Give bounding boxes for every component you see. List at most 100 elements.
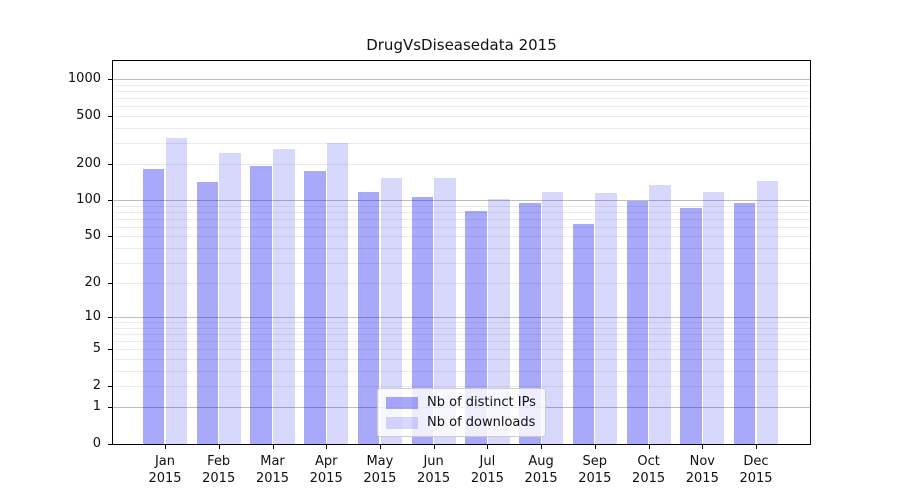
- bar-distinct-ips: [572, 223, 595, 444]
- bar-downloads: [219, 153, 241, 444]
- gridline-minor: [113, 349, 810, 351]
- bar-distinct-ips: [357, 191, 380, 444]
- x-axis-tick-label: Jun 2015: [417, 454, 451, 486]
- x-axis-tick-label: Apr 2015: [309, 454, 343, 486]
- gridline-minor: [113, 236, 810, 238]
- y-axis-tick-mark: [108, 200, 112, 202]
- gridline-major: [113, 79, 810, 81]
- x-axis-tick-mark: [379, 445, 381, 449]
- x-axis-tick-mark: [594, 445, 596, 449]
- x-axis-tick-label: Feb 2015: [202, 454, 236, 486]
- y-axis-tick-label: 20: [84, 275, 101, 291]
- y-axis-tick-label: 500: [76, 107, 101, 123]
- gridline-minor: [113, 386, 810, 387]
- bar-distinct-ips: [411, 196, 433, 444]
- gridline-minor: [113, 142, 810, 144]
- bar-downloads: [273, 149, 295, 444]
- x-axis-tick-mark: [648, 445, 650, 449]
- x-axis-tick-mark: [756, 445, 757, 449]
- gridline-minor: [113, 248, 810, 249]
- bar-distinct-ips: [519, 203, 541, 444]
- x-axis-tick-label: May 2015: [363, 454, 397, 486]
- bar-distinct-ips: [465, 210, 487, 444]
- gridline-minor: [113, 219, 810, 220]
- gridline-minor: [113, 283, 810, 285]
- gridline-minor: [113, 262, 810, 264]
- y-axis-tick-mark: [108, 444, 112, 445]
- gridline-minor: [113, 127, 810, 129]
- gridline-minor: [113, 334, 810, 336]
- chart-title: DrugVsDiseasedata 2015: [366, 36, 557, 54]
- y-axis-tick-label: 100: [76, 192, 101, 208]
- x-axis-tick-label: Mar 2015: [255, 454, 290, 486]
- gridline-minor: [113, 84, 810, 86]
- y-axis-tick-label: 1000: [67, 71, 101, 87]
- y-axis-tick-mark: [108, 349, 112, 351]
- y-axis-tick-mark: [108, 386, 112, 387]
- bar-downloads: [541, 191, 564, 444]
- gridline-minor: [113, 205, 810, 207]
- x-axis-tick-mark: [218, 445, 220, 449]
- y-axis-tick-label: 1: [92, 399, 101, 415]
- y-axis-tick-mark: [108, 283, 112, 285]
- gridline-minor: [113, 106, 810, 108]
- gridline-minor: [113, 227, 810, 228]
- bar-downloads: [380, 177, 402, 444]
- y-axis-tick-mark: [108, 236, 112, 238]
- gridline-minor: [113, 115, 810, 117]
- gridline-minor: [113, 98, 810, 100]
- bar-downloads: [756, 180, 779, 444]
- legend-swatch: [386, 396, 418, 409]
- y-axis-tick-mark: [108, 79, 112, 81]
- gridline-minor: [113, 328, 810, 329]
- bar-distinct-ips: [733, 203, 756, 444]
- gridline-minor: [113, 370, 810, 372]
- legend-swatch: [386, 416, 418, 429]
- bar-distinct-ips: [142, 169, 165, 444]
- bar-distinct-ips: [196, 181, 219, 444]
- y-axis-tick-mark: [108, 407, 112, 409]
- x-axis-tick-mark: [165, 445, 166, 449]
- x-axis-tick-mark: [272, 445, 274, 449]
- bar-downloads: [488, 199, 510, 444]
- x-axis-tick-mark: [702, 445, 704, 449]
- bar-distinct-ips: [680, 208, 702, 444]
- x-axis-tick-label: Jul 2015: [470, 454, 504, 486]
- x-axis-tick-mark: [487, 445, 489, 449]
- gridline-major: [113, 200, 810, 202]
- bar-downloads: [649, 185, 671, 444]
- x-axis-tick-label: Jan 2015: [148, 454, 182, 486]
- gridline-minor: [113, 341, 810, 343]
- y-axis-tick-mark: [108, 317, 112, 319]
- gridline-minor: [113, 164, 810, 165]
- gridline-minor: [113, 91, 810, 92]
- x-axis-tick-mark: [541, 445, 543, 449]
- x-axis-tick-label: Aug 2015: [524, 454, 558, 486]
- bar-downloads: [165, 138, 188, 444]
- bar-downloads: [326, 142, 349, 444]
- x-axis-tick-label: Nov 2015: [685, 454, 719, 486]
- bar-downloads: [434, 178, 456, 444]
- legend-item: Nb of downloads: [386, 415, 536, 430]
- x-axis-tick-mark: [433, 445, 435, 449]
- y-axis-tick-mark: [108, 115, 112, 117]
- gridline-minor: [113, 359, 810, 360]
- bar-distinct-ips: [304, 171, 326, 444]
- gridline-major: [113, 317, 810, 319]
- y-axis-tick-label: 0: [92, 436, 101, 451]
- y-axis-tick-label: 10: [84, 309, 101, 325]
- y-axis-tick-label: 2: [92, 378, 101, 393]
- x-axis-tick-label: Dec 2015: [739, 454, 773, 486]
- x-axis-tick-label: Sep 2015: [578, 454, 612, 486]
- bar-distinct-ips: [250, 165, 272, 444]
- x-axis-tick-label: Oct 2015: [632, 454, 666, 486]
- legend-label: Nb of distinct IPs: [427, 395, 536, 410]
- legend-label: Nb of downloads: [427, 415, 536, 430]
- y-axis-tick-label: 50: [84, 228, 101, 244]
- bar-distinct-ips: [626, 201, 648, 444]
- bar-downloads: [595, 193, 617, 444]
- bar-downloads: [702, 192, 725, 444]
- legend-item: Nb of distinct IPs: [386, 395, 536, 410]
- y-axis-tick-mark: [108, 164, 112, 165]
